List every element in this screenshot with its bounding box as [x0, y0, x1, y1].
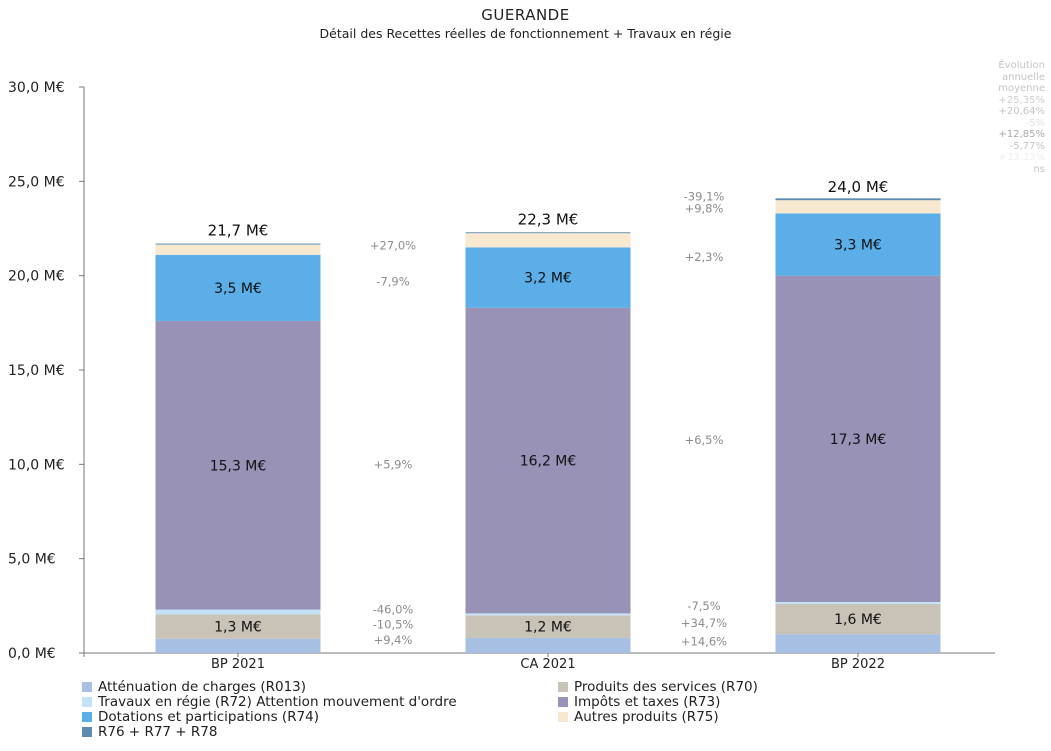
bar-segment [465, 247, 631, 308]
bar-segment [775, 602, 941, 604]
legend-item: Produits des services (R70) [558, 680, 758, 695]
annual-evolution-panel: Évolution annuelle moyenne +25,35% +20,64% -5… [975, 60, 1045, 175]
variation-label: -10,5% [373, 618, 414, 632]
variation-label: +9,4% [374, 633, 413, 647]
y-tick-label: 15,0 M€ [8, 363, 65, 379]
bar-segment-label: 1,3 M€ [214, 620, 262, 636]
x-tick-label: CA 2021 [520, 657, 575, 672]
bar-total-label: 22,3 M€ [518, 210, 579, 228]
bar-segment-label: 3,3 M€ [834, 238, 882, 254]
bar-segment [465, 233, 631, 248]
legend-label: Autres produits (R75) [574, 709, 719, 725]
bar-segment [775, 603, 941, 635]
variation-label: +14,6% [681, 635, 727, 649]
evolution-line: +20,64% [998, 106, 1045, 117]
legend-swatch [558, 712, 568, 722]
bar-segment [775, 213, 941, 276]
bar-segment [155, 243, 321, 245]
bar-segment [155, 609, 321, 615]
bar-segment-label: 3,2 M€ [524, 271, 572, 287]
legend-label: Atténuation de charges (R013) [98, 679, 307, 695]
legend-label: R76 + R77 + R78 [98, 724, 218, 740]
variation-label: +27,0% [370, 238, 416, 252]
bar-segment [465, 637, 631, 653]
bar-total-label: 21,7 M€ [208, 222, 269, 240]
bar-segment [775, 634, 941, 653]
bar-segment [465, 615, 631, 638]
variation-label: -7,5% [687, 599, 720, 613]
bar-segment [465, 613, 631, 616]
legend-item: R76 + R77 + R78 [82, 725, 217, 740]
chart-subtitle: Détail des Recettes réelles de fonctionn… [319, 26, 732, 41]
bar-segment-label: 1,6 M€ [834, 612, 882, 628]
y-tick-label: 25,0 M€ [8, 174, 65, 190]
evolution-line: +25,35% [998, 94, 1045, 106]
legend-item: Impôts et taxes (R73) [558, 695, 720, 710]
bar-segment-label: 15,3 M€ [210, 458, 267, 474]
legend-item: Autres produits (R75) [558, 710, 719, 725]
legend-swatch [558, 682, 568, 692]
bar-segment-label: 17,3 M€ [830, 432, 887, 448]
variation-label: +5,9% [374, 457, 413, 471]
legend-label: Travaux en régie (R72) Attention mouveme… [98, 694, 457, 710]
variation-label: +9,8% [685, 202, 724, 216]
bar-segment-label: 16,2 M€ [520, 454, 577, 470]
legend-item: Dotations et participations (R74) [82, 710, 319, 725]
legend-swatch [82, 712, 92, 722]
evolution-line: Évolution [998, 60, 1045, 71]
evolution-line: -5% [1025, 117, 1045, 129]
bar-segment-label: 3,5 M€ [214, 281, 262, 297]
bar-segment [465, 232, 631, 234]
y-tick-label: 5,0 M€ [8, 552, 56, 568]
variation-label: -7,9% [376, 274, 409, 288]
evolution-line: +33,33% [998, 152, 1045, 163]
variation-label: -39,1% [684, 189, 725, 203]
legend-label: Impôts et taxes (R73) [574, 694, 721, 710]
evolution-line: annuelle [1001, 71, 1045, 83]
evolution-line: -5,77% [1009, 140, 1045, 152]
bar-segment-label: 1,2 M€ [524, 620, 572, 636]
chart-title: GUERANDE [481, 6, 570, 24]
bar-segment [775, 200, 941, 214]
evolution-line: ns [1033, 163, 1045, 175]
variation-label: +2,3% [685, 250, 724, 264]
bar-segment [775, 275, 941, 603]
bar-segment [155, 614, 321, 639]
bar-segment [465, 307, 631, 614]
y-tick-label: 30,0 M€ [8, 80, 65, 96]
legend-swatch [82, 727, 92, 737]
legend-item: Travaux en régie (R72) Attention mouveme… [82, 695, 457, 710]
bar-segment [155, 244, 321, 255]
evolution-line: moyenne [998, 83, 1045, 94]
legend-label: Dotations et participations (R74) [98, 709, 320, 725]
x-tick-label: BP 2022 [831, 657, 885, 672]
bar-segment [155, 254, 321, 321]
bar-segment [155, 320, 321, 610]
evolution-line: +12,85% [998, 129, 1045, 140]
stacked-bar-chart: 0,0 M€ 5,0 M€ 10,0 M€ 15,0 M€ 20,0 M€ 25,0 M€… [8, 80, 995, 672]
y-tick-label: 10,0 M€ [8, 457, 65, 473]
legend-swatch [82, 697, 92, 707]
legend-label: Produits des services (R70) [574, 679, 758, 695]
legend-swatch [558, 697, 568, 707]
variation-label: +6,5% [685, 433, 724, 447]
bar-segment [155, 638, 321, 653]
y-tick-label: 0,0 M€ [8, 646, 56, 662]
variation-label: +34,7% [681, 616, 727, 630]
legend-item: Atténuation de charges (R013) [82, 680, 306, 695]
y-tick-label: 20,0 M€ [8, 269, 65, 285]
variation-label: -46,0% [373, 603, 414, 617]
x-tick-label: BP 2021 [211, 657, 265, 672]
legend-swatch [82, 682, 92, 692]
bar-segment [775, 198, 941, 201]
bar-total-label: 24,0 M€ [828, 178, 889, 196]
